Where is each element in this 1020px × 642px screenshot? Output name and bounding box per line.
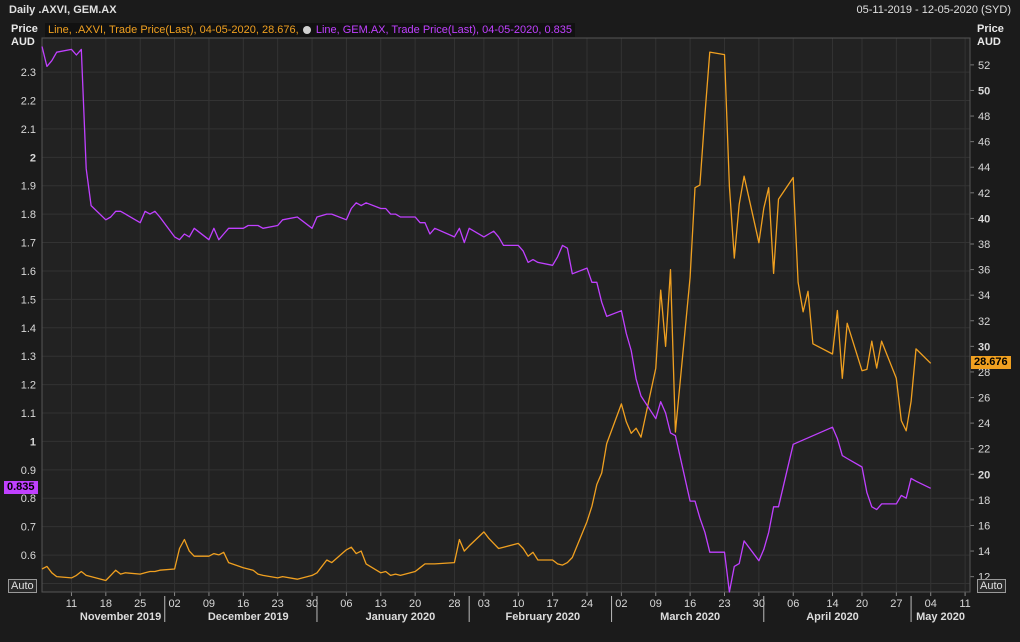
x-tick-label: 09 (203, 598, 215, 610)
right-tick-label: 28 (978, 367, 990, 379)
right-tick-label: 22 (978, 444, 990, 456)
x-tick-label: 11 (959, 598, 970, 610)
left-tick-label: 0.7 (21, 522, 36, 534)
x-tick-label: 30 (306, 598, 318, 610)
right-tick-label: 14 (978, 546, 990, 558)
left-tick-label: 1 (30, 436, 36, 448)
right-tick-label: 40 (978, 213, 990, 225)
chart-legend: Line, .AXVI, Trade Price(Last), 04-05-20… (45, 23, 576, 37)
right-tick-label: 48 (978, 111, 990, 123)
left-axis-title-line1: Price (11, 23, 38, 35)
plot-frame (41, 37, 971, 593)
left-tick-label: 1.8 (21, 209, 36, 221)
x-tick-label: 20 (856, 598, 868, 610)
left-axis-title-line2: AUD (11, 36, 35, 48)
right-tick-label: 34 (978, 290, 990, 302)
month-label: April 2020 (806, 611, 859, 623)
x-tick-label: 30 (753, 598, 765, 610)
axvi-last-value-badge: 28.676 (971, 356, 1011, 370)
left-tick-label: 1.2 (21, 380, 36, 392)
x-tick-label: 18 (100, 598, 112, 610)
clock-icon (302, 26, 311, 34)
x-tick-label: 10 (512, 598, 524, 610)
left-tick-label: 2.1 (21, 124, 36, 136)
x-tick-label: 06 (787, 598, 799, 610)
right-tick-label: 32 (978, 316, 990, 328)
axvi-series-line (41, 51, 932, 582)
x-tick-label: 17 (547, 598, 559, 610)
month-label: March 2020 (660, 611, 720, 623)
right-tick-label: 46 (978, 137, 990, 149)
right-tick-label: 44 (978, 162, 990, 174)
right-tick-label: 36 (978, 265, 990, 277)
month-label: January 2020 (366, 611, 436, 623)
x-tick-label: 03 (478, 598, 490, 610)
left-tick-label: 1.6 (21, 266, 36, 278)
plot-area (42, 38, 970, 592)
x-tick-label: 02 (615, 598, 627, 610)
left-tick-label: 1.3 (21, 351, 36, 363)
x-tick-label: 11 (66, 598, 77, 610)
right-tick-label: 50 (978, 85, 990, 97)
x-tick-label: 27 (890, 598, 902, 610)
month-label: February 2020 (506, 611, 581, 623)
x-tick-label: 09 (650, 598, 662, 610)
right-tick-label: 20 (978, 469, 990, 481)
x-tick-label: 14 (826, 598, 838, 610)
right-tick-label: 30 (978, 341, 990, 353)
right-tick-label: 38 (978, 239, 990, 251)
month-label: December 2019 (208, 611, 289, 623)
left-tick-label: 0.9 (21, 465, 36, 477)
right-tick-label: 24 (978, 418, 990, 430)
chart-date-range: 05-11-2019 - 12-05-2020 (SYD) (856, 4, 1012, 16)
left-axis-title: Price AUD (11, 23, 38, 49)
gem-series-line (41, 46, 931, 593)
left-tick-label: 1.4 (21, 323, 36, 335)
right-tick-label: 52 (978, 60, 990, 72)
x-tick-label: 13 (375, 598, 387, 610)
right-axis-title-line2: AUD (977, 36, 1001, 48)
left-tick-label: 2.3 (21, 67, 36, 79)
right-tick-label: 42 (978, 188, 990, 200)
left-tick-label: 0.8 (21, 493, 36, 505)
x-tick-label: 04 (925, 598, 937, 610)
x-tick-label: 28 (448, 598, 460, 610)
chart-header-title: Daily .AXVI, GEM.AX (9, 4, 117, 16)
x-tick-label: 06 (340, 598, 352, 610)
left-tick-label: 2.2 (21, 96, 36, 108)
legend-gem[interactable]: Line, GEM.AX, Trade Price(Last), 04-05-2… (315, 24, 573, 36)
right-tick-label: 18 (978, 495, 990, 507)
x-tick-label: 20 (409, 598, 421, 610)
right-axis-title-line1: Price (977, 23, 1004, 35)
month-label: November 2019 (80, 611, 161, 623)
x-tick-label: 23 (272, 598, 284, 610)
left-tick-label: 1.7 (21, 238, 36, 250)
right-tick-label: 16 (978, 520, 990, 532)
left-axis-auto-button[interactable]: Auto (8, 579, 37, 593)
legend-axvi[interactable]: Line, .AXVI, Trade Price(Last), 04-05-20… (48, 24, 299, 36)
x-tick-label: 02 (168, 598, 180, 610)
x-tick-label: 16 (237, 598, 249, 610)
x-tick-label: 23 (718, 598, 730, 610)
x-tick-label: 25 (134, 598, 146, 610)
month-label: May 2020 (916, 611, 965, 623)
left-tick-label: 1.9 (21, 181, 36, 193)
right-tick-label: 26 (978, 393, 990, 405)
right-axis-title: Price AUD (977, 23, 1004, 49)
left-tick-label: 1.1 (21, 408, 36, 420)
x-tick-label: 24 (581, 598, 593, 610)
left-tick-label: 1.5 (21, 294, 36, 306)
right-axis-auto-button[interactable]: Auto (977, 579, 1006, 593)
gem-last-value-badge: 0.835 (4, 481, 38, 495)
left-tick-label: 0.6 (21, 550, 36, 562)
left-tick-label: 2 (30, 152, 36, 164)
x-tick-label: 16 (684, 598, 696, 610)
